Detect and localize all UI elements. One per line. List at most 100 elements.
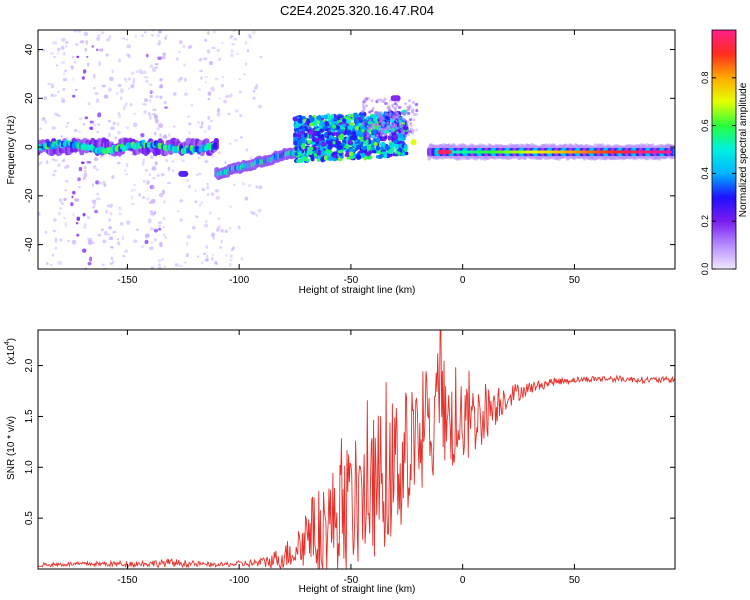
spectrogram-noise-cell xyxy=(82,122,85,126)
spectrogram-noise-cell xyxy=(225,95,230,99)
spectrogram-noise-cell xyxy=(407,106,411,110)
spectrogram-noise-cell xyxy=(91,45,94,48)
spectrogram-noise-cell xyxy=(72,94,76,98)
spectrogram-noise-cell xyxy=(405,123,409,127)
spectrogram-noise-cell xyxy=(198,58,203,62)
spectrogram-noise-cell xyxy=(209,119,214,123)
spectrogram-noise-cell xyxy=(204,75,209,79)
colorbar-tick-label: 0.6 xyxy=(700,119,710,132)
spectrogram-noise-cell xyxy=(117,131,121,135)
spectrogram-noise-cell xyxy=(45,261,49,265)
spectrogram-noise-cell xyxy=(41,116,46,121)
spectrogram-noise-cell xyxy=(124,173,129,176)
y-tick-label: 20 xyxy=(24,92,35,104)
spectrogram-noise-cell xyxy=(238,90,242,94)
spectrogram-scatter-cell xyxy=(300,137,306,143)
spectrogram-noise-cell xyxy=(206,257,209,262)
spectrogram-noise-cell xyxy=(51,83,55,89)
spectrogram-noise-cell xyxy=(163,200,166,204)
spectrogram-noise-cell xyxy=(85,40,89,45)
spectrogram-noise-cell xyxy=(53,55,56,58)
spectrogram-noise-cell xyxy=(230,49,234,53)
spectrogram-noise-cell xyxy=(368,110,372,114)
spectrogram-noise-cell xyxy=(411,128,415,132)
spectrogram-noise-cell xyxy=(59,207,62,210)
spectrogram-noise-cell xyxy=(220,228,224,233)
spectrogram-scatter-cell xyxy=(307,139,312,144)
spectrogram-noise-cell xyxy=(242,73,246,76)
spectrogram-noise-cell xyxy=(83,69,87,74)
spectrogram-noise-cell xyxy=(144,31,147,34)
spectrogram-noise-cell xyxy=(84,223,87,226)
spectrogram-noise-cell xyxy=(206,192,210,197)
spectrogram-scatter-cell xyxy=(342,118,347,123)
spectrogram-noise-cell xyxy=(87,102,91,106)
spectrogram-scatter-cell xyxy=(356,144,360,150)
spectrogram-scatter-cell xyxy=(373,141,378,147)
spectrogram-scatter-cell xyxy=(359,119,363,123)
spectrogram-noise-cell xyxy=(225,254,228,257)
spectrogram-noise-cell xyxy=(400,131,404,135)
spectrogram-scatter-cell xyxy=(337,128,341,134)
spectrogram-noise-cell xyxy=(162,134,168,139)
spectrogram-noise-cell xyxy=(211,253,215,257)
spectrogram-noise-cell xyxy=(255,185,259,189)
spectrogram-scatter-cell xyxy=(294,152,298,156)
colorbar-tick-label: 0.0 xyxy=(700,263,710,276)
spectrogram-noise-cell xyxy=(84,47,88,52)
spectrogram-noise-cell xyxy=(133,122,138,128)
spectrogram-scatter-cell xyxy=(379,142,386,147)
spectrogram-noise-cell xyxy=(203,252,207,255)
spectrogram-scatter-cell xyxy=(293,140,298,146)
spectrogram-scatter-cell xyxy=(348,135,354,141)
spectrogram-noise-cell xyxy=(96,36,101,41)
spectrogram-noise-cell xyxy=(142,158,145,162)
spectrogram-scatter-cell xyxy=(354,125,359,131)
spectrogram-noise-cell xyxy=(73,30,77,33)
spectrogram-noise-cell xyxy=(50,263,53,267)
spectrogram-noise-cell xyxy=(132,77,136,82)
spectrogram-noise-cell xyxy=(135,228,140,231)
spectrogram-noise-cell xyxy=(394,107,398,111)
spectrogram-noise-cell xyxy=(38,211,41,216)
spectrogram-noise-cell xyxy=(72,190,76,195)
spectrogram-noise-cell xyxy=(162,52,167,56)
spectrogram-noise-cell xyxy=(387,105,391,109)
spectrogram-scatter-cell xyxy=(348,151,354,157)
snr-frame xyxy=(37,329,676,570)
spectrogram-noise-cell xyxy=(369,123,373,127)
spectrogram-noise-cell xyxy=(75,43,79,46)
spectrogram-scatter-cell xyxy=(344,153,350,157)
spectrogram-noise-cell xyxy=(155,66,158,69)
spectrogram-panel: -150 -100 -50 0 50 -40 -20 0 20 40 Height of stra… xyxy=(6,29,676,296)
spectrogram-noise-cell xyxy=(188,130,191,135)
spectrogram-noise-cell xyxy=(370,126,374,130)
spectrogram-scatter-cell xyxy=(357,117,361,121)
y-tick-label: 2.0 xyxy=(24,358,35,372)
spectrogram-noise-cell xyxy=(110,246,114,249)
spectrogram-scatter-cell xyxy=(309,116,315,123)
spectrogram-noise-cell xyxy=(146,53,149,58)
spectrogram-scatter-cell xyxy=(302,157,308,162)
spectrogram-noise-cell xyxy=(71,239,77,245)
spectrogram-noise-cell xyxy=(117,112,121,115)
spectrogram-noise-cell xyxy=(150,155,153,158)
spectrogram-noise-cell xyxy=(87,237,93,241)
spectrogram-noise-cell xyxy=(150,198,156,204)
spectrogram-noise-cell xyxy=(125,80,128,83)
spectrogram-noise-cell xyxy=(132,112,137,116)
spectrogram-noise-cell xyxy=(388,109,392,113)
spectrogram-noise-cell xyxy=(210,86,216,92)
spectrogram-noise-cell xyxy=(105,38,110,42)
spectrogram-noise-cell xyxy=(130,71,135,76)
spectrogram-noise-cell xyxy=(393,109,397,113)
spectrogram-noise-cell xyxy=(201,188,206,192)
spectrogram-noise-cell xyxy=(206,182,209,186)
spectrogram-scatter-cell xyxy=(361,153,366,158)
spectrogram-noise-cell xyxy=(159,242,163,247)
spectrogram-noise-cell xyxy=(129,103,133,107)
x-tick-label: 0 xyxy=(460,575,466,586)
spectrogram-noise-cell xyxy=(185,178,190,182)
spectrogram-noise-cell xyxy=(119,222,124,225)
